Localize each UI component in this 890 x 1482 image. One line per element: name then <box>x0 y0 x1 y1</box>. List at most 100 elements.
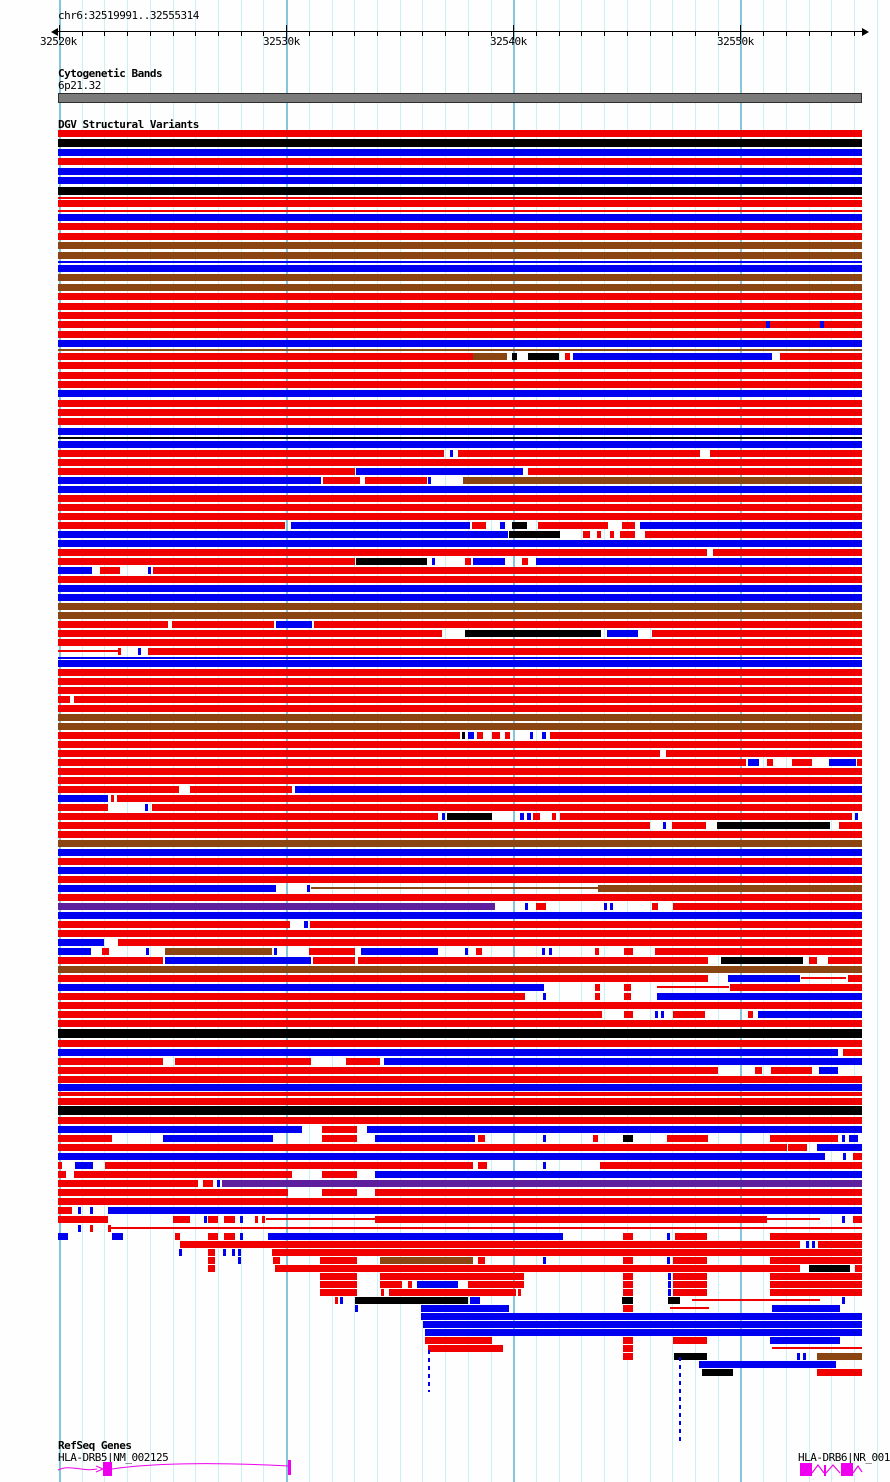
gene-splice-caret <box>825 1464 841 1474</box>
dgv-variant-segment <box>624 948 633 955</box>
dgv-variant-segment <box>673 1281 707 1288</box>
dgv-variant-segment <box>755 1067 762 1074</box>
dgv-variant-segment <box>477 732 483 739</box>
ruler-tick-minor <box>172 31 174 36</box>
dgv-variant-segment <box>58 759 746 766</box>
dgv-variant-segment <box>522 558 528 565</box>
dgv-variant-segment <box>58 669 862 676</box>
dgv-variant-segment <box>58 1117 862 1124</box>
dgv-variant-segment <box>58 303 862 310</box>
dgv-variant-segment <box>442 813 445 820</box>
dgv-variant-segment <box>528 468 862 475</box>
ruler-tick-minor <box>490 31 492 36</box>
dgv-variant-segment <box>702 1369 733 1376</box>
dgv-variant-segment <box>111 1227 862 1229</box>
dgv-variant-segment <box>623 1257 633 1264</box>
dgv-variant-segment <box>58 876 862 883</box>
dgv-variant-segment <box>560 813 852 820</box>
dgv-variant-segment <box>674 1353 707 1360</box>
dgv-variant-segment <box>657 986 729 988</box>
dgv-variant-segment <box>58 696 70 703</box>
ruler-tick-minor <box>217 31 219 36</box>
dgv-variant-segment <box>384 1058 862 1065</box>
dgv-variant-segment <box>58 687 862 694</box>
dgv-variant-segment <box>380 1273 524 1280</box>
dgv-variant-segment <box>58 362 862 369</box>
dgv-variant-segment <box>240 1216 243 1223</box>
ruler-tick-major <box>740 25 741 40</box>
dgv-variant-segment <box>463 477 862 484</box>
ruler-tick-minor <box>581 31 583 36</box>
dgv-variant-segment <box>622 522 635 529</box>
dashed-connector-line <box>428 1350 430 1392</box>
dgv-variant-segment <box>573 353 772 360</box>
dgv-variant-segment <box>58 750 660 757</box>
dgv-variant-segment <box>550 732 862 739</box>
dgv-variant-segment <box>663 822 666 829</box>
dgv-variant-segment <box>447 813 492 820</box>
dgv-variant-segment <box>78 1207 81 1214</box>
dgv-variant-segment <box>421 1313 862 1320</box>
dgv-variant-segment <box>173 1216 190 1223</box>
dgv-variant-segment <box>713 549 862 556</box>
dgv-variant-segment <box>58 284 862 291</box>
dgv-variant-segment <box>748 1011 753 1018</box>
dgv-variant-segment <box>58 468 355 475</box>
dgv-variant-segment <box>58 1153 825 1160</box>
dgv-variant-segment <box>58 1216 108 1223</box>
dgv-variant-segment <box>238 1249 241 1256</box>
dgv-variant-segment <box>58 858 862 865</box>
ruler-tick-minor <box>808 31 810 36</box>
dgv-variant-segment <box>509 531 560 538</box>
dgv-variant-segment <box>58 732 460 739</box>
dgv-variant-segment <box>512 353 517 360</box>
ruler-tick-major <box>59 25 60 40</box>
dgv-variant-segment <box>58 714 862 721</box>
dgv-variant-segment <box>542 948 545 955</box>
ruler-label: 32530k <box>263 35 300 48</box>
dgv-variant-segment <box>75 1162 93 1169</box>
dgv-variant-segment <box>58 777 862 784</box>
dgv-variant-segment <box>78 1225 81 1232</box>
dgv-variant-segment <box>138 648 141 655</box>
ruler-tick-minor <box>104 31 106 36</box>
dgv-variant-segment <box>828 957 862 964</box>
dgv-variant-segment <box>112 1233 123 1240</box>
ruler-tick-minor <box>149 31 151 36</box>
dgv-variant-segment <box>657 993 862 1000</box>
dgv-variant-segment <box>770 1135 838 1142</box>
dgv-variant-segment <box>58 678 862 685</box>
gene-exon-box <box>103 1462 112 1476</box>
dgv-variant-segment <box>179 1249 182 1256</box>
cytoband-name: 6p21.32 <box>58 79 101 92</box>
dgv-variant-segment <box>855 1265 862 1272</box>
dgv-variant-segment <box>291 522 470 529</box>
dgv-variant-segment <box>163 1135 273 1142</box>
dgv-variant-segment <box>58 168 862 175</box>
dgv-variant-segment <box>58 1233 68 1240</box>
dgv-variant-segment <box>58 261 862 263</box>
dgv-variant-segment <box>148 567 151 574</box>
dgv-variant-segment <box>655 1011 658 1018</box>
dgv-variant-segment <box>817 1369 862 1376</box>
ruler-tick-minor <box>445 31 447 36</box>
dgv-variant-segment <box>320 1273 357 1280</box>
dgv-variant-segment <box>58 612 862 619</box>
dgv-variant-segment <box>607 630 638 637</box>
dgv-variant-segment <box>273 1257 280 1264</box>
dgv-variant-segment <box>801 977 846 979</box>
dgv-variant-segment <box>58 840 862 847</box>
dgv-variant-segment <box>58 428 862 435</box>
dgv-variant-segment <box>432 558 435 565</box>
dgv-variant-segment <box>208 1257 215 1264</box>
dgv-variant-segment <box>58 274 862 281</box>
dgv-variant-segment <box>472 522 486 529</box>
dgv-variant-segment <box>536 903 546 910</box>
dgv-variant-segment <box>58 1207 72 1214</box>
dgv-variant-segment <box>58 903 495 910</box>
ruler-tick-major <box>286 25 287 40</box>
dgv-variant-segment <box>667 1233 670 1240</box>
dgv-variant-segment <box>58 1029 862 1038</box>
dgv-variant-segment <box>320 1257 357 1264</box>
dgv-variant-segment <box>58 576 862 583</box>
